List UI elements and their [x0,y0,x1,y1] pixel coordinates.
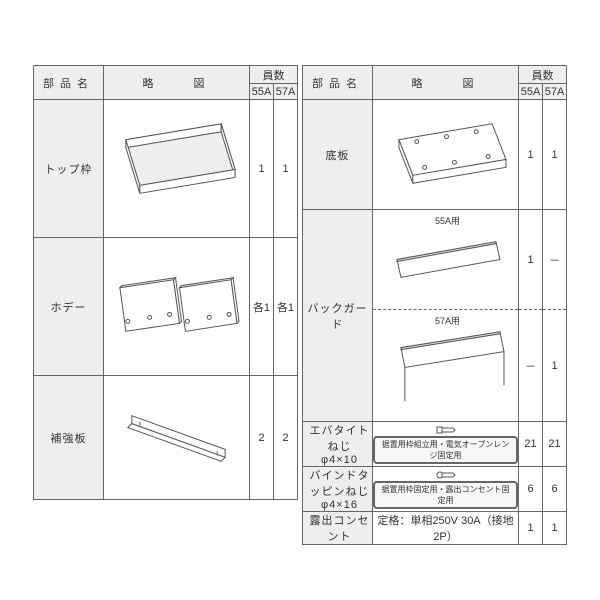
right-row-1-q57a: － [543,210,567,310]
left-row-2-name: 補強板 [34,376,104,500]
right-row-1-q55a: 1 [519,210,543,310]
right-row-0-fig [373,100,519,210]
right-row-1-q57b: 1 [543,310,567,422]
right-row-2-q57: 21 [543,422,567,467]
hdr-part-name-r: 部品名 [303,66,373,100]
right-row-4-q57: 1 [543,512,567,545]
left-table: 部品名 略 図 員数 55A 57A トップ枠 [33,65,298,500]
right-row-0-q57: 1 [543,100,567,210]
hdr-qty: 員数 [250,66,298,84]
left-row-1-q55: 各1 [250,238,274,376]
left-row-1-q57: 各1 [274,238,298,376]
left-row-2-fig [104,376,250,500]
hdr-55a-r: 55A [519,84,543,100]
hdr-57a: 57A [274,84,298,100]
right-row-2-fig: 据置用枠組立用・電気オープンレンジ固定用 [373,422,519,467]
left-row-1-fig [104,238,250,376]
left-row-2-q57: 2 [274,376,298,500]
hdr-part-name: 部品名 [34,66,104,100]
right-row-1-fig-b: 57A用 [373,310,519,422]
right-table: 部品名 略 図 員数 55A 57A 底板 [302,65,567,545]
right-row-2-q55: 21 [519,422,543,467]
left-row-0-q55: 1 [250,100,274,238]
left-row-0-name: トップ枠 [34,100,104,238]
right-row-4-name: 露出コンセント [303,512,373,545]
hdr-diagram: 略 図 [104,66,250,100]
right-row-4-q55: 1 [519,512,543,545]
right-row-0-name: 底板 [303,100,373,210]
left-row-0-q57: 1 [274,100,298,238]
right-row-3-fig: 据置用枠固定用・露出コンセント固定用 [373,467,519,512]
right-row-3-name: バインドタッピンねじφ4×16 [303,467,373,512]
right-row-0-q55: 1 [519,100,543,210]
right-row-3-q57: 6 [543,467,567,512]
left-row-2-q55: 2 [250,376,274,500]
right-row-3-q55: 6 [519,467,543,512]
hdr-diagram-r: 略 図 [373,66,519,100]
parts-sheet: 部品名 略 図 員数 55A 57A トップ枠 [0,0,600,600]
hdr-qty-r: 員数 [519,66,567,84]
right-row-1-fig-a: 55A用 [373,210,519,310]
right-row-4-fig: 定格：単相250V 30A（接地2P） [373,512,519,545]
hdr-55a: 55A [250,84,274,100]
right-row-1-q55b: － [519,310,543,422]
right-row-1-name: バックガード [303,210,373,422]
left-row-0-fig [104,100,250,238]
right-row-2-name: エバタイトねじφ4×10 [303,422,373,467]
hdr-57a-r: 57A [543,84,567,100]
left-row-1-name: ホデー [34,238,104,376]
